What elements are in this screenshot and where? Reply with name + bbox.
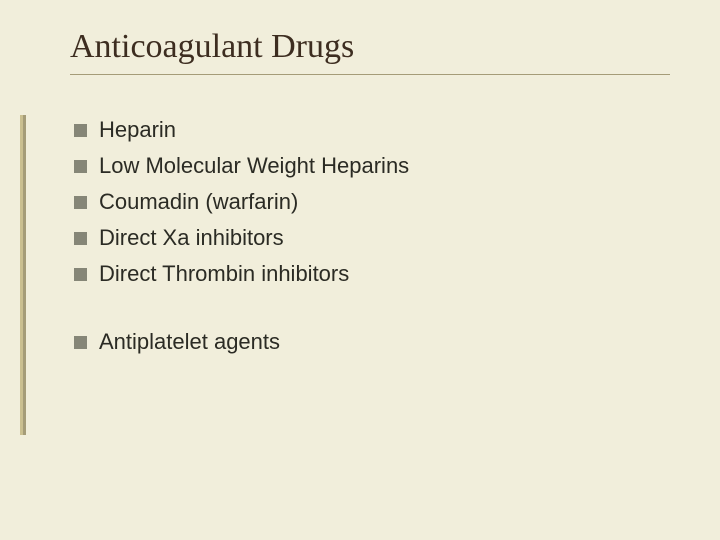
- square-bullet-icon: [74, 336, 87, 349]
- bullet-text: Antiplatelet agents: [99, 329, 280, 355]
- bullet-text: Direct Thrombin inhibitors: [99, 261, 349, 287]
- title-underline: [70, 74, 670, 75]
- bullet-text: Low Molecular Weight Heparins: [99, 153, 409, 179]
- list-item: Direct Thrombin inhibitors: [74, 261, 670, 287]
- square-bullet-icon: [74, 124, 87, 137]
- list-item: Heparin: [74, 117, 670, 143]
- slide-title: Anticoagulant Drugs: [70, 28, 670, 66]
- group-spacer: [70, 297, 670, 329]
- list-item: Coumadin (warfarin): [74, 189, 670, 215]
- slide: Anticoagulant Drugs Heparin Low Molecula…: [0, 0, 720, 540]
- list-item: Antiplatelet agents: [74, 329, 670, 355]
- square-bullet-icon: [74, 196, 87, 209]
- bullet-list-group-1: Heparin Low Molecular Weight Heparins Co…: [74, 117, 670, 287]
- bullet-text: Direct Xa inhibitors: [99, 225, 284, 251]
- square-bullet-icon: [74, 160, 87, 173]
- bullet-list-group-2: Antiplatelet agents: [74, 329, 670, 355]
- square-bullet-icon: [74, 232, 87, 245]
- bullet-text: Coumadin (warfarin): [99, 189, 298, 215]
- bullet-text: Heparin: [99, 117, 176, 143]
- list-item: Direct Xa inhibitors: [74, 225, 670, 251]
- left-accent-bar: [20, 115, 26, 435]
- square-bullet-icon: [74, 268, 87, 281]
- list-item: Low Molecular Weight Heparins: [74, 153, 670, 179]
